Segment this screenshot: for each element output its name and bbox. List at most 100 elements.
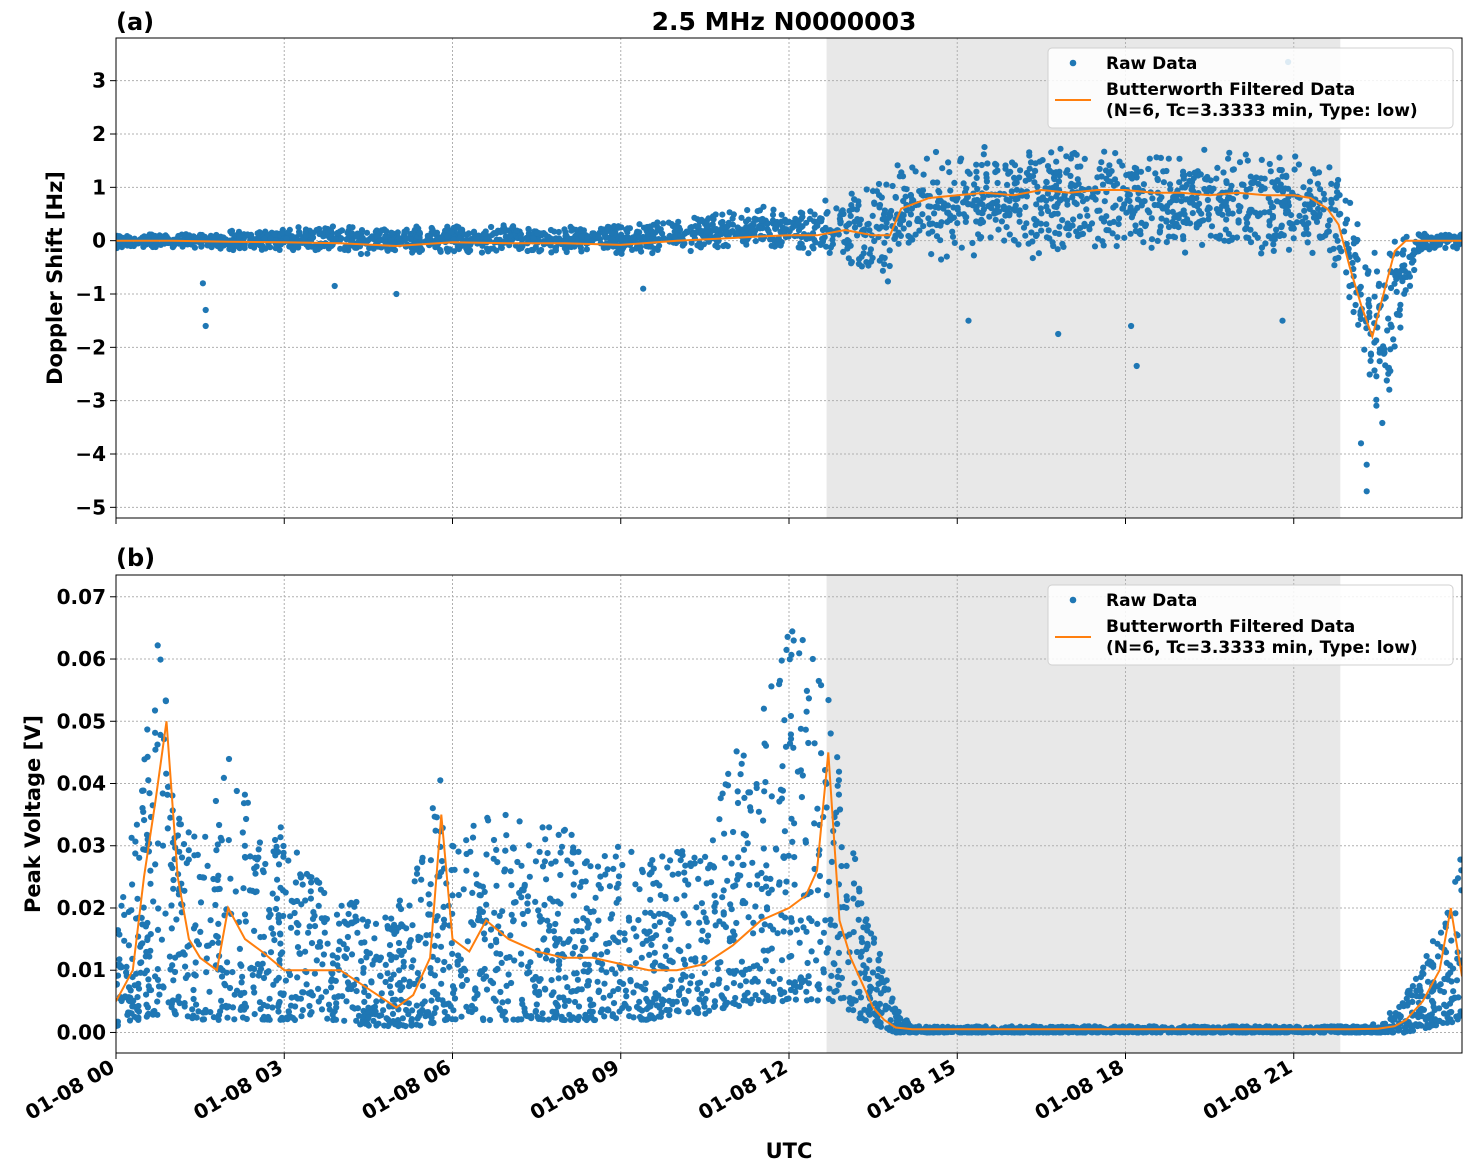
raw-point [162,910,169,917]
raw-point [1010,236,1018,244]
raw-point [973,206,980,213]
raw-point [554,910,562,917]
raw-point [943,253,950,260]
raw-point [461,231,468,238]
raw-point [698,216,705,223]
raw-point [781,216,789,223]
raw-point [705,215,712,222]
raw-point [860,250,867,257]
raw-point [685,881,692,888]
raw-point [132,850,139,857]
raw-point [775,236,783,243]
raw-point [779,763,786,770]
raw-point [1314,180,1321,187]
raw-point [1099,181,1107,188]
raw-point [294,929,301,936]
raw-point [1386,386,1393,393]
raw-point [1305,220,1312,227]
raw-point [892,194,900,201]
raw-point [1266,209,1273,216]
raw-point [607,915,614,922]
raw-point [203,969,210,976]
raw-point [811,211,818,218]
raw-point [1258,156,1265,163]
raw-point [806,235,813,242]
raw-point [776,681,783,688]
raw-point [517,950,525,957]
raw-point [694,985,701,993]
raw-point [1223,216,1230,223]
raw-point [427,881,434,888]
raw-point [744,840,751,847]
raw-point [630,925,637,932]
raw-point [273,895,281,902]
raw-point [552,920,559,928]
raw-point [988,205,995,212]
raw-point [895,230,902,237]
raw-point [1063,153,1070,160]
raw-point [285,1008,292,1015]
raw-point [1064,197,1071,204]
raw-point [226,984,234,992]
raw-point [405,983,413,990]
raw-point [797,917,804,924]
raw-point [290,246,297,254]
raw-point [616,978,624,986]
raw-point [465,248,472,256]
raw-point [1228,182,1235,189]
raw-point [353,898,360,906]
raw-point [1148,244,1155,251]
raw-point [548,957,556,964]
raw-point [819,237,826,244]
raw-point [711,998,719,1005]
raw-point [770,206,777,213]
raw-point [309,915,317,923]
raw-point [1417,232,1424,239]
raw-point [372,920,380,928]
raw-point [630,234,637,241]
raw-point [483,986,491,993]
raw-point [259,960,266,967]
raw-point [806,215,814,222]
raw-point [739,229,746,237]
raw-point [863,186,870,193]
raw-point [741,794,748,802]
raw-point [185,847,192,854]
raw-point [157,731,164,739]
raw-point [1205,204,1212,211]
raw-point [1320,190,1327,197]
raw-point [866,1006,874,1013]
raw-point [964,194,971,201]
raw-point [1269,212,1276,220]
raw-point [536,991,543,998]
raw-point [293,849,300,856]
raw-point [254,230,261,237]
raw-point [963,185,970,192]
raw-point [555,831,562,839]
raw-point [345,243,352,250]
raw-point [881,239,888,246]
raw-point [358,227,366,234]
raw-point [622,987,630,994]
raw-point [348,951,356,958]
raw-point [709,221,716,228]
raw-point [116,233,123,240]
raw-point [1300,231,1307,238]
raw-point [468,1008,475,1016]
raw-point [930,179,937,186]
raw-point [995,208,1003,215]
raw-point [1140,181,1147,188]
raw-point [799,210,806,217]
raw-point [152,973,159,980]
raw-point [1148,236,1156,243]
raw-point [1244,157,1251,164]
raw-point [654,225,661,232]
raw-point [632,960,640,967]
raw-point [618,250,625,257]
raw-point [126,1017,134,1024]
raw-point [864,942,871,949]
raw-point [1001,237,1008,244]
raw-point [487,926,495,933]
raw-point [733,748,740,755]
raw-point [437,943,445,950]
